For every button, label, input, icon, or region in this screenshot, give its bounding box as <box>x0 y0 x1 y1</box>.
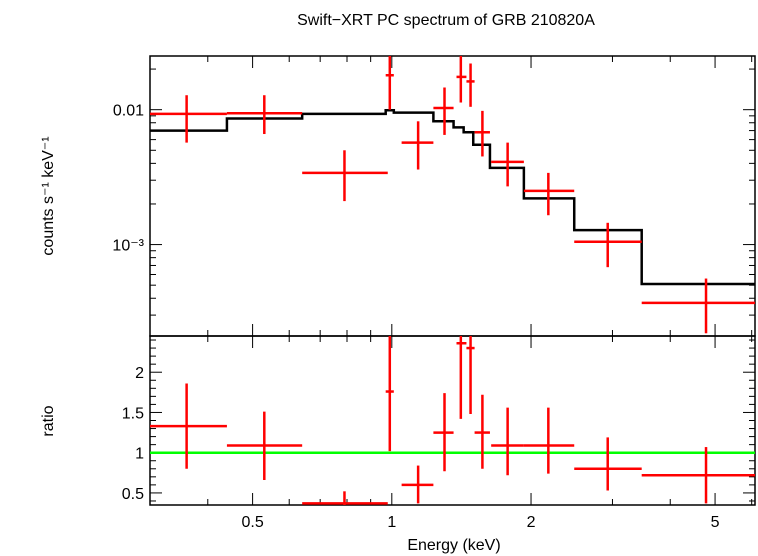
ratio-data-point <box>491 407 524 476</box>
ratio-data-point <box>401 465 434 504</box>
spectrum-data-point <box>641 278 755 334</box>
spectrum-data-point <box>474 110 490 157</box>
spectrum-data-point <box>385 56 394 110</box>
spectrum-data-point <box>226 95 303 135</box>
ratio-y-axis-label: ratio <box>40 405 57 436</box>
ratio-data-point <box>150 383 227 469</box>
x-tick-label: 0.5 <box>241 514 263 531</box>
spectrum-y-axis-label: counts s⁻¹ keV⁻¹ <box>40 136 57 255</box>
chart-title: Swift−XRT PC spectrum of GRB 210820A <box>297 12 595 29</box>
spectrum-data-point <box>456 56 467 103</box>
ratio-y-tick-label: 1 <box>135 446 144 463</box>
spectrum-data-point <box>302 150 388 202</box>
ratio-data-point <box>466 336 475 415</box>
ratio-y-tick-label: 2 <box>135 365 144 382</box>
ratio-data-point <box>302 491 388 505</box>
ratio-y-tick-label: 0.5 <box>122 486 144 503</box>
spectrum-data-point <box>574 222 642 268</box>
ratio-data-point <box>523 407 575 474</box>
spectrum-data-point <box>491 142 524 187</box>
x-tick-label: 1 <box>387 514 396 531</box>
spectrum-y-tick-label: 0.01 <box>113 103 144 120</box>
ratio-data-point <box>385 336 394 452</box>
spectrum-y-tick-label: 10⁻³ <box>112 238 144 255</box>
x-tick-label: 2 <box>527 514 536 531</box>
ratio-data-point <box>433 393 454 472</box>
model-step-line <box>150 109 755 286</box>
ratio-data-point <box>641 447 755 504</box>
spectrum-data-point <box>523 172 575 216</box>
ratio-data-point <box>226 411 303 481</box>
ratio-data-point <box>474 394 490 469</box>
spectrum-data-point <box>401 121 434 170</box>
ratio-data-point <box>456 336 467 419</box>
ratio-data-point <box>574 437 642 491</box>
ratio-panel: 0.5 1 2 5 0.5 1 1.5 2 <box>122 335 756 531</box>
ratio-y-tick-label: 1.5 <box>122 405 144 422</box>
x-tick-label: 5 <box>711 514 720 531</box>
spectrum-data-point <box>466 63 475 107</box>
spectrum-data-point <box>150 95 227 143</box>
x-axis-label: Energy (keV) <box>407 537 500 554</box>
spectrum-data-point <box>433 87 454 135</box>
